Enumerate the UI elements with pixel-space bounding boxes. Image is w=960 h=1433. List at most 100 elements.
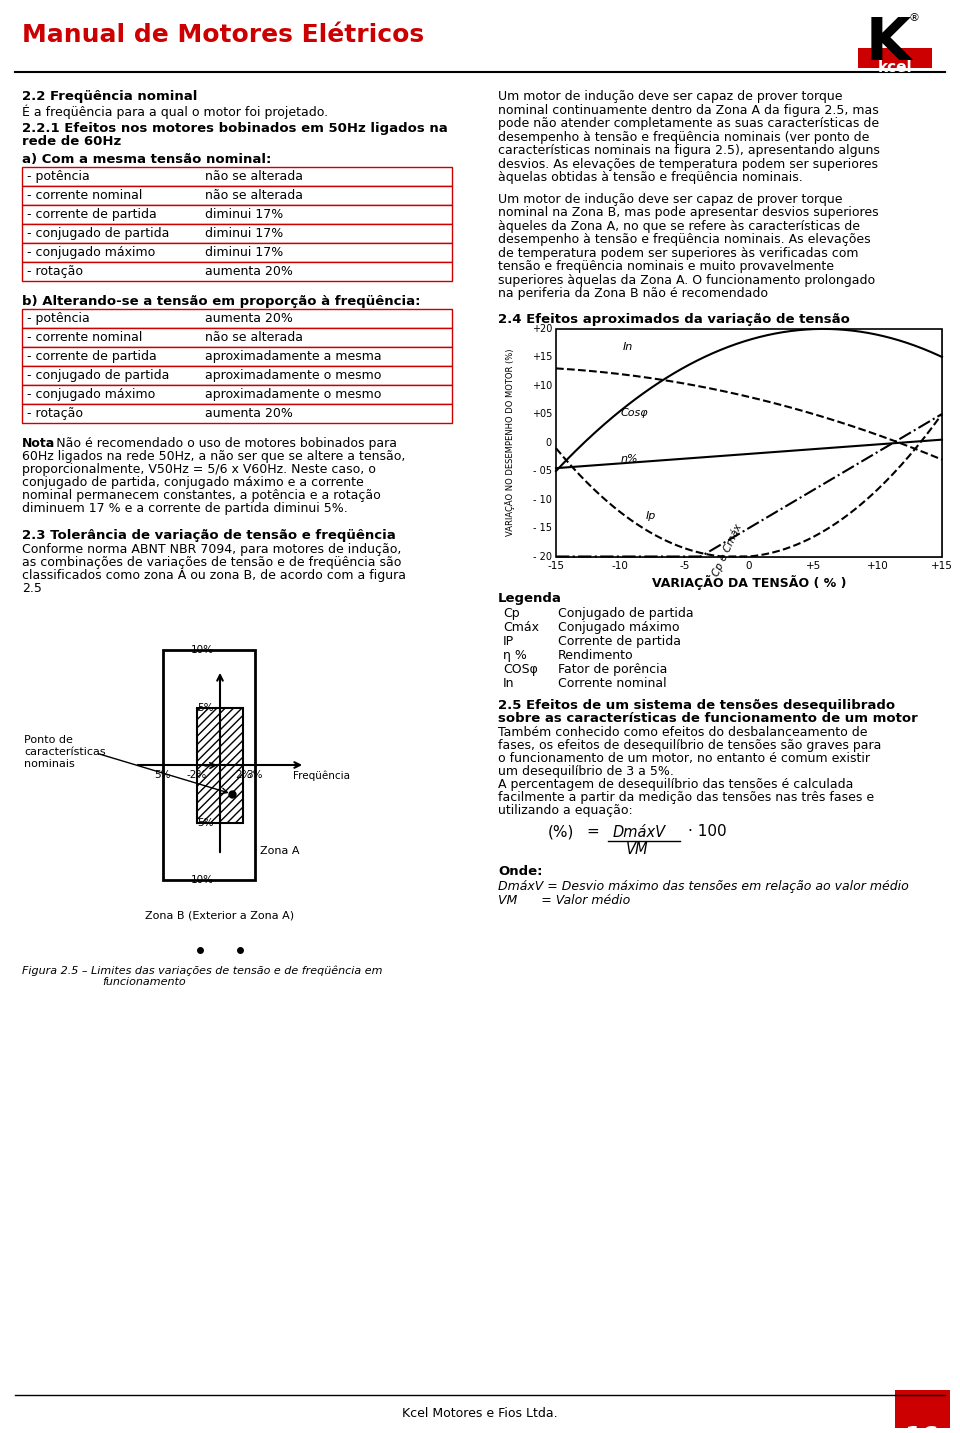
Text: desvios. As elevações de temperatura podem ser superiores: desvios. As elevações de temperatura pod… xyxy=(498,158,878,171)
Text: Conforme norma ABNT NBR 7094, para motores de indução,: Conforme norma ABNT NBR 7094, para motor… xyxy=(22,543,401,556)
Text: - corrente nominal: - corrente nominal xyxy=(27,189,142,202)
Text: aproximadamente a mesma: aproximadamente a mesma xyxy=(205,350,382,363)
Text: - 10: - 10 xyxy=(533,494,552,504)
Bar xyxy=(22,168,452,186)
Text: um desequilíbrio de 3 a 5%.: um desequilíbrio de 3 a 5%. xyxy=(498,764,674,778)
Text: COSφ: COSφ xyxy=(503,662,538,675)
Text: - conjugado máximo: - conjugado máximo xyxy=(27,388,156,401)
Text: 5%: 5% xyxy=(155,770,171,780)
Text: nominal permanecem constantes, a potência e a rotação: nominal permanecem constantes, a potênci… xyxy=(22,489,381,502)
Text: conjugado de partida, conjugado máximo e a corrente: conjugado de partida, conjugado máximo e… xyxy=(22,476,364,489)
Bar xyxy=(22,262,452,281)
Text: Um motor de indução deve ser capaz de prover torque: Um motor de indução deve ser capaz de pr… xyxy=(498,192,843,205)
Text: DmáxV: DmáxV xyxy=(613,824,666,840)
Text: - 20: - 20 xyxy=(533,552,552,562)
Text: não se alterada: não se alterada xyxy=(205,331,303,344)
Bar xyxy=(22,404,452,423)
Text: aumenta 20%: aumenta 20% xyxy=(205,265,293,278)
Text: b) Alterando-se a tensão em proporção à freqüência:: b) Alterando-se a tensão em proporção à … xyxy=(22,295,420,308)
Text: - potência: - potência xyxy=(27,312,89,325)
Text: A percentagem de desequilíbrio das tensões é calculada: A percentagem de desequilíbrio das tensõ… xyxy=(498,778,853,791)
Bar xyxy=(858,47,932,67)
Text: - conjugado de partida: - conjugado de partida xyxy=(27,226,169,239)
Text: 0: 0 xyxy=(546,437,552,447)
Text: de temperatura podem ser superiores às verificadas com: de temperatura podem ser superiores às v… xyxy=(498,246,858,259)
Text: -2%: -2% xyxy=(187,770,207,780)
Text: 2.5: 2.5 xyxy=(22,582,42,595)
Text: - rotação: - rotação xyxy=(27,265,83,278)
Text: Ponto de: Ponto de xyxy=(24,735,73,745)
Text: desempenho à tensão e freqüência nominais. As elevações: desempenho à tensão e freqüência nominai… xyxy=(498,234,871,246)
Text: -5: -5 xyxy=(680,560,690,570)
Text: - potência: - potência xyxy=(27,171,89,183)
Text: +20: +20 xyxy=(532,324,552,334)
Text: 2%: 2% xyxy=(235,770,252,780)
Text: 16: 16 xyxy=(904,1424,940,1433)
Text: η %: η % xyxy=(503,649,527,662)
Text: àqueles da Zona A, no que se refere às características de: àqueles da Zona A, no que se refere às c… xyxy=(498,219,860,232)
Text: - 15: - 15 xyxy=(533,523,552,533)
Text: as combinações de variações de tensão e de freqüência são: as combinações de variações de tensão e … xyxy=(22,556,401,569)
Text: =: = xyxy=(586,824,599,838)
Text: Cp e Cmáx: Cp e Cmáx xyxy=(710,522,744,577)
Text: funcionamento: funcionamento xyxy=(102,977,185,987)
Text: n%: n% xyxy=(620,454,638,464)
Bar xyxy=(22,244,452,262)
Text: nominal continuamente dentro da Zona A da figura 2.5, mas: nominal continuamente dentro da Zona A d… xyxy=(498,103,878,116)
Text: DmáxV = Desvio máximo das tensões em relação ao valor médio: DmáxV = Desvio máximo das tensões em rel… xyxy=(498,880,909,893)
Text: 3%: 3% xyxy=(247,770,263,780)
Text: Conjugado de partida: Conjugado de partida xyxy=(558,606,694,619)
Text: +10: +10 xyxy=(532,381,552,391)
Text: +15: +15 xyxy=(931,560,953,570)
Text: Kcel Motores e Fios Ltda.: Kcel Motores e Fios Ltda. xyxy=(402,1407,558,1420)
Text: aumenta 20%: aumenta 20% xyxy=(205,407,293,420)
Text: IP: IP xyxy=(503,635,515,648)
Bar xyxy=(556,328,942,556)
Text: diminui 17%: diminui 17% xyxy=(205,226,283,239)
Text: - 05: - 05 xyxy=(533,466,552,476)
Text: o funcionamento de um motor, no entanto é comum existir: o funcionamento de um motor, no entanto … xyxy=(498,751,870,764)
Text: Nota: Nota xyxy=(22,437,56,450)
Text: aproximadamente o mesmo: aproximadamente o mesmo xyxy=(205,370,381,383)
Text: características nominais na figura 2.5), apresentando alguns: características nominais na figura 2.5),… xyxy=(498,143,880,158)
Bar xyxy=(22,205,452,224)
Text: proporcionalmente, V50Hz = 5/6 x V60Hz. Neste caso, o: proporcionalmente, V50Hz = 5/6 x V60Hz. … xyxy=(22,463,376,476)
Text: 0: 0 xyxy=(746,560,753,570)
Text: pode não atender completamente as suas características de: pode não atender completamente as suas c… xyxy=(498,118,879,130)
Text: Legenda: Legenda xyxy=(498,592,562,605)
Text: É a freqüência para a qual o motor foi projetado.: É a freqüência para a qual o motor foi p… xyxy=(22,105,328,119)
Bar xyxy=(895,1390,950,1429)
Text: a) Com a mesma tensão nominal:: a) Com a mesma tensão nominal: xyxy=(22,153,272,166)
Text: Figura 2.5 – Limites das variações de tensão e de freqüência em: Figura 2.5 – Limites das variações de te… xyxy=(22,964,382,976)
Text: aproximadamente o mesmo: aproximadamente o mesmo xyxy=(205,388,381,401)
Text: fases, os efeitos de desequilíbrio de tensões são graves para: fases, os efeitos de desequilíbrio de te… xyxy=(498,738,881,751)
Text: +05: +05 xyxy=(532,408,552,418)
Text: facilmente a partir da medição das tensões nas três fases e: facilmente a partir da medição das tensõ… xyxy=(498,791,875,804)
Text: Cosφ: Cosφ xyxy=(620,408,648,418)
Text: In: In xyxy=(503,676,515,689)
Text: 5%: 5% xyxy=(198,817,214,827)
Text: tensão e freqüência nominais e muito provavelmente: tensão e freqüência nominais e muito pro… xyxy=(498,259,834,274)
Bar xyxy=(22,385,452,404)
Text: características: características xyxy=(24,747,106,757)
Text: Ip: Ip xyxy=(646,512,657,522)
Text: Cmáx: Cmáx xyxy=(503,620,539,633)
Text: 2.3 Tolerância de variação de tensão e freqüência: 2.3 Tolerância de variação de tensão e f… xyxy=(22,529,396,542)
Text: Fator de porência: Fator de porência xyxy=(558,662,667,675)
Text: Freqüência: Freqüência xyxy=(293,770,350,781)
Text: -15: -15 xyxy=(547,560,564,570)
Text: classificados como zona A ou zona B, de acordo com a figura: classificados como zona A ou zona B, de … xyxy=(22,569,406,582)
Bar xyxy=(22,365,452,385)
Text: diminui 17%: diminui 17% xyxy=(205,246,283,259)
Text: nominais: nominais xyxy=(24,759,75,770)
Text: nominal na Zona B, mas pode apresentar desvios superiores: nominal na Zona B, mas pode apresentar d… xyxy=(498,206,878,219)
Text: não se alterada: não se alterada xyxy=(205,171,303,183)
Text: rede de 60Hz: rede de 60Hz xyxy=(22,135,121,148)
Text: Conjugado máximo: Conjugado máximo xyxy=(558,620,680,633)
Bar xyxy=(22,328,452,347)
Text: desempenho à tensão e freqüência nominais (ver ponto de: desempenho à tensão e freqüência nominai… xyxy=(498,130,870,143)
Text: -10: -10 xyxy=(612,560,629,570)
Text: 2.2 Freqüência nominal: 2.2 Freqüência nominal xyxy=(22,90,198,103)
Text: utilizando a equação:: utilizando a equação: xyxy=(498,804,633,817)
Text: 5%: 5% xyxy=(198,702,214,712)
